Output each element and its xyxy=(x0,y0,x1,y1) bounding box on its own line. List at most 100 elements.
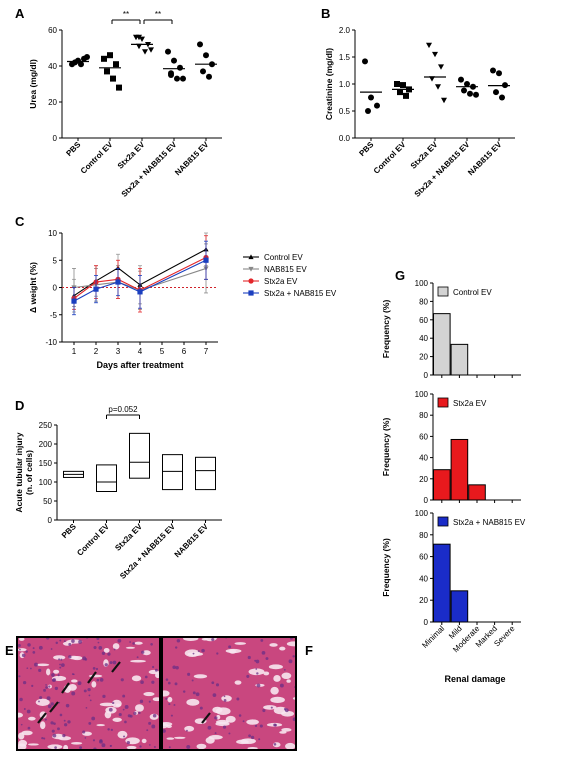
data-point xyxy=(168,72,174,78)
y-tick-label: 1.0 xyxy=(339,80,351,89)
cell-nucleus xyxy=(212,693,217,697)
cell-nucleus xyxy=(108,707,113,712)
cell-nucleus xyxy=(256,683,261,688)
cell-nucleus xyxy=(112,660,117,665)
cell-nucleus xyxy=(236,697,240,701)
cell-nucleus xyxy=(89,699,92,702)
cell-nucleus xyxy=(126,740,131,745)
y-tick-label: 0.5 xyxy=(339,107,351,116)
y-tick-label: 60 xyxy=(48,26,57,35)
x-category-label: Stx2a EV xyxy=(113,522,144,553)
cell-nucleus xyxy=(216,652,219,655)
tubule-lumen xyxy=(167,696,173,703)
cell-nucleus xyxy=(118,712,122,717)
legend-entry: Stx2a EV xyxy=(264,277,298,286)
cell-nucleus xyxy=(260,639,264,642)
data-point xyxy=(142,49,148,55)
data-point xyxy=(493,89,499,96)
arrow-marker xyxy=(61,682,70,694)
x-tick-label: 6 xyxy=(182,347,187,356)
x-tick-label: 1 xyxy=(72,347,77,356)
cell-nucleus xyxy=(91,716,96,721)
cell-nucleus xyxy=(26,709,31,714)
cell-nucleus xyxy=(50,648,53,650)
cell-nucleus xyxy=(79,746,83,750)
y-tick-label: 100 xyxy=(415,509,429,518)
cell-nucleus xyxy=(54,686,59,691)
cell-nucleus xyxy=(83,689,87,693)
image-frame xyxy=(16,636,161,751)
y-tick-label: 60 xyxy=(419,316,428,325)
cell-nucleus xyxy=(127,714,131,718)
cell-nucleus xyxy=(82,730,86,734)
cell-nucleus xyxy=(254,659,257,662)
tubule-lumen xyxy=(225,648,242,654)
y-tick-label: 10 xyxy=(48,229,57,238)
tubule-lumen xyxy=(193,674,208,679)
data-point xyxy=(110,75,116,82)
y-tick-label: 40 xyxy=(419,334,428,343)
cell-nucleus xyxy=(88,694,91,697)
tubule-lumen xyxy=(166,737,175,740)
data-point xyxy=(78,61,84,68)
cell-nucleus xyxy=(139,699,144,704)
significance-label: ** xyxy=(155,10,161,19)
x-category-label: NAB815 EV xyxy=(173,140,211,178)
tubule-lumen xyxy=(286,641,296,647)
cell-nucleus xyxy=(201,648,205,653)
tubule-lumen xyxy=(234,642,247,645)
tubule-lumen xyxy=(88,674,103,678)
tubule-lumen xyxy=(141,738,147,744)
panel-c-weight: -10 -5 0 5 10 1 2 3 4 5 6 7 Days after treatment Δ we… xyxy=(28,229,337,370)
tubule-lumen xyxy=(142,650,151,656)
cell-nucleus xyxy=(238,714,242,717)
y-tick-label: 5 xyxy=(53,256,58,265)
tubule-lumen xyxy=(17,743,27,750)
cell-nucleus xyxy=(38,668,42,672)
cell-nucleus xyxy=(214,732,217,735)
cell-nucleus xyxy=(97,641,100,644)
cell-nucleus xyxy=(63,719,66,722)
arrow-marker xyxy=(87,671,97,684)
cell-nucleus xyxy=(52,678,57,682)
panel-ef-histology xyxy=(16,636,297,751)
data-point xyxy=(200,68,206,75)
tubule-lumen xyxy=(246,719,259,725)
x-tick-label: 5 xyxy=(160,347,165,356)
data-point xyxy=(180,75,186,82)
data-point xyxy=(171,57,177,64)
tissue-background xyxy=(17,637,160,750)
cell-nucleus xyxy=(43,688,46,692)
cell-nucleus xyxy=(45,684,47,686)
tubule-lumen xyxy=(134,641,143,645)
y-tick-label: 0 xyxy=(424,496,429,505)
data-point xyxy=(165,48,171,55)
cell-nucleus xyxy=(292,655,295,658)
cell-nucleus xyxy=(84,737,87,739)
bar xyxy=(433,543,451,623)
data-point xyxy=(136,34,142,41)
tubule-lumen xyxy=(268,664,283,670)
y-tick-label: 0 xyxy=(48,516,53,525)
cell-nucleus xyxy=(59,713,63,717)
cell-nucleus xyxy=(19,648,21,651)
cell-nucleus xyxy=(247,655,251,660)
cell-nucleus xyxy=(123,735,126,738)
tubule-lumen xyxy=(279,646,286,651)
tubule-lumen xyxy=(204,637,217,642)
cell-nucleus xyxy=(284,708,289,713)
cell-nucleus xyxy=(148,700,151,703)
cell-nucleus xyxy=(32,651,36,654)
data-point xyxy=(467,90,473,97)
tubule-lumen xyxy=(35,698,50,707)
micrograph-e xyxy=(17,637,160,750)
tubule-lumen xyxy=(270,686,279,695)
data-point xyxy=(206,73,212,80)
data-point xyxy=(362,58,368,65)
cell-nucleus xyxy=(39,696,43,700)
x-category-label: Stx2a + NAB815 EV xyxy=(413,140,472,199)
panel-label-d: D xyxy=(15,398,24,413)
tubule-lumen xyxy=(186,698,200,706)
cell-nucleus xyxy=(152,713,157,718)
